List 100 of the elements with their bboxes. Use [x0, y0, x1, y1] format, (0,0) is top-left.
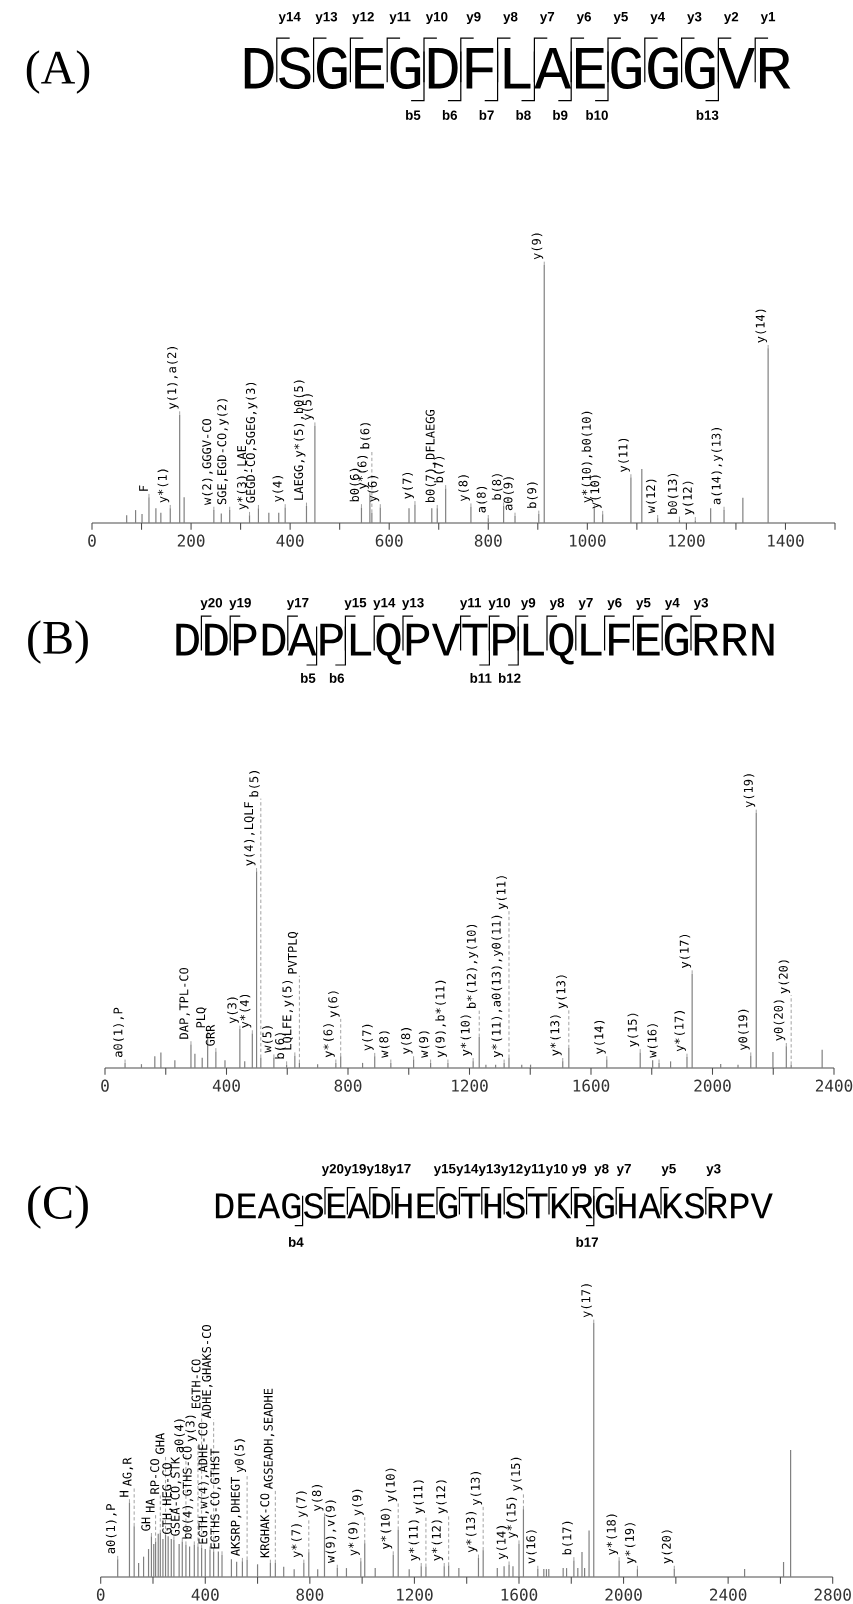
annotation: y*(13)	[550, 1015, 562, 1056]
text: b9	[553, 110, 568, 120]
text: y3	[687, 11, 702, 25]
annotation: EGTHS-CO,GTHST	[210, 1448, 221, 1549]
text: b5	[301, 673, 316, 683]
text: b12	[498, 673, 521, 683]
annotation: y(8)	[458, 475, 470, 502]
text: b10	[586, 110, 608, 120]
annotation: y*(13)	[465, 1512, 478, 1553]
annotation: y*(9)	[348, 1522, 360, 1556]
x-tick-label: 400	[276, 534, 304, 547]
annotation: w(9)	[418, 1031, 430, 1058]
annotation: y(9)	[531, 233, 544, 260]
x-tick-label: 0	[88, 534, 96, 547]
annotation: y*(4)	[239, 994, 252, 1028]
annotation: HA	[145, 1498, 155, 1513]
text: y8	[549, 597, 565, 611]
text: y1	[760, 12, 776, 24]
annotation: y(13)	[556, 975, 568, 1009]
annotation: y(9),b*(11)	[435, 980, 447, 1058]
annotation: a(14),y(13)	[711, 428, 723, 505]
annotation: y(8)	[311, 1485, 324, 1511]
annotation: y(11)	[496, 876, 508, 910]
annotation: y(15)	[510, 1457, 523, 1491]
annotation: y0(20)	[773, 1000, 786, 1041]
annotation: y(13)	[470, 1472, 483, 1506]
annotation: y(12)	[435, 1480, 448, 1514]
annotation: DAP,TPL-CO	[179, 967, 190, 1039]
text: y11	[389, 12, 411, 24]
annotation: AGSEADH,SEADHE	[263, 1388, 275, 1489]
annotation: a0(1),P	[113, 1007, 124, 1058]
annotation: y(14)	[496, 1526, 508, 1560]
annotation: y(4)	[272, 476, 285, 502]
text: b4	[288, 1237, 304, 1247]
annotation: w(8)	[379, 1031, 390, 1058]
x-tick-label: 1200	[452, 1079, 488, 1092]
text: y7	[539, 12, 555, 24]
annotation: w(5)	[262, 1026, 273, 1053]
annotation: y(11)	[413, 1480, 425, 1514]
text: y3	[706, 1163, 721, 1177]
x-tick-label: 2400	[710, 1588, 747, 1601]
x-tick-label: 2000	[605, 1588, 642, 1601]
annotation: y*(19)	[624, 1523, 637, 1564]
x-tick-label: 0	[101, 1079, 109, 1092]
text: b7	[479, 110, 494, 120]
text: y10	[545, 1163, 568, 1177]
annotation: y(17)	[679, 934, 692, 968]
x-tick-label: 2400	[815, 1079, 853, 1092]
text: y15	[344, 598, 367, 610]
text: y13	[402, 597, 424, 611]
text: b13	[696, 110, 719, 120]
annotation: b*(12),y(10)	[466, 924, 479, 1008]
annotation: y(7)	[362, 1024, 374, 1051]
annotation: PVTPLQ	[287, 932, 299, 974]
text: y17	[286, 598, 309, 610]
text: y8	[594, 1163, 609, 1177]
chart-title: (A)	[26, 50, 90, 94]
text: y13	[478, 1163, 501, 1177]
annotation: H	[119, 1491, 129, 1497]
annotation: w(9),v(9)	[325, 1500, 337, 1564]
text: y7	[578, 598, 593, 610]
x-tick-label: 1200	[669, 534, 705, 547]
text: y9	[571, 1163, 587, 1177]
text: y6	[607, 597, 622, 611]
text: y12	[501, 1163, 523, 1177]
text: b17	[576, 1237, 598, 1247]
text: y11	[523, 1164, 545, 1176]
annotation: y*(11),a0(13),y0(11)	[491, 915, 504, 1058]
text: b6	[442, 110, 458, 120]
annotation: w(16)	[647, 1024, 658, 1058]
text: y5	[613, 12, 628, 24]
text: y17	[389, 1164, 411, 1176]
annotation: y(7)	[402, 472, 414, 499]
annotation: y*(10)	[380, 1508, 393, 1549]
annotation: y(6)	[367, 476, 380, 502]
text: y18	[366, 1163, 389, 1177]
annotation: y*(12)	[431, 1520, 444, 1561]
annotation: w(12)	[645, 479, 657, 514]
text: y14	[278, 12, 301, 24]
annotation: v(16)	[526, 1530, 537, 1564]
annotation: y(20)	[778, 960, 791, 994]
annotation: y*(17)	[674, 1011, 686, 1052]
annotation: ADHE,GHAKS-CO	[201, 1325, 213, 1419]
text: y2	[723, 11, 739, 25]
x-tick-label: 400	[212, 1079, 240, 1092]
text: y10	[488, 597, 511, 611]
text: y8	[503, 11, 518, 25]
x-tick-label: 1000	[569, 534, 606, 547]
text: y10	[425, 11, 448, 25]
annotation: y*(7)	[291, 1524, 303, 1558]
annotation: y(7)	[296, 1491, 308, 1518]
text: y13	[315, 11, 338, 25]
annotation: y(1),a(2)	[166, 347, 179, 409]
annotation: RP-CO	[150, 1459, 160, 1494]
annotation: w(2),GGGV-CO	[201, 419, 213, 506]
annotation: y(8)	[400, 1028, 413, 1054]
annotation: F	[139, 485, 148, 491]
text: y6	[576, 11, 592, 25]
text: y15	[433, 1164, 456, 1176]
annotation: y(14)	[594, 1020, 606, 1054]
